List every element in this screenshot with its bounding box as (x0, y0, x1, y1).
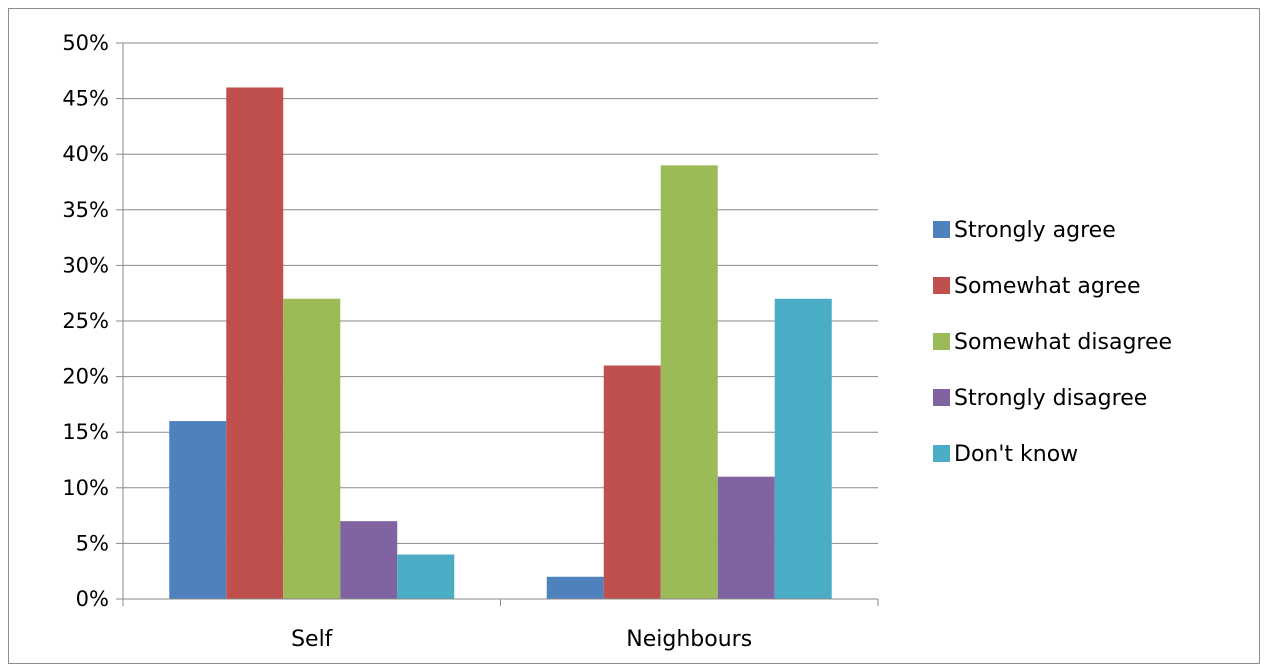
legend-label: Strongly agree (954, 218, 1116, 243)
bar (660, 165, 718, 599)
bar (169, 421, 227, 599)
y-tick-label: 20% (62, 365, 109, 389)
y-tick-label: 0% (76, 587, 109, 611)
y-tick-label: 30% (62, 253, 109, 277)
y-tick-label: 10% (62, 476, 109, 500)
y-tick-label: 40% (62, 142, 109, 166)
y-tick-label: 35% (62, 198, 109, 222)
bar (283, 298, 341, 599)
bar (603, 365, 661, 599)
legend-label: Strongly disagree (954, 386, 1147, 411)
x-category-label: Self (291, 627, 334, 652)
y-tick-label: 25% (62, 309, 109, 333)
chart-frame: 0% 5% 10% 15% 20% 25% 30% 35% 40% 45% 50% Self Neig… (8, 8, 1260, 664)
axes (116, 42, 879, 606)
y-tick-labels: 0% 5% 10% 15% 20% 25% 30% 35% 40% 45% 50% (62, 31, 109, 611)
bar (340, 521, 398, 599)
legend-swatch (933, 389, 950, 406)
x-category-labels: Self Neighbours (291, 627, 752, 652)
legend-label: Somewhat agree (954, 274, 1141, 299)
legend: Strongly agree Somewhat agree Somewhat dis… (933, 218, 1172, 467)
legend-label: Don't know (954, 442, 1078, 467)
y-tick-label: 5% (76, 531, 109, 555)
legend-swatch (933, 221, 950, 238)
legend-label: Somewhat disagree (954, 330, 1172, 355)
legend-swatch (933, 333, 950, 350)
bar (774, 298, 832, 599)
bar (397, 554, 455, 599)
y-tick-label: 45% (62, 87, 109, 111)
bar (226, 87, 284, 599)
bar-chart: 0% 5% 10% 15% 20% 25% 30% 35% 40% 45% 50% Self Neig… (62, 31, 1172, 652)
x-category-label: Neighbours (626, 627, 752, 652)
bar (546, 576, 604, 599)
y-tick-label: 15% (62, 420, 109, 444)
legend-swatch (933, 277, 950, 294)
bar (717, 476, 775, 599)
bars (169, 87, 832, 599)
legend-swatch (933, 445, 950, 462)
y-tick-label: 50% (62, 31, 109, 55)
